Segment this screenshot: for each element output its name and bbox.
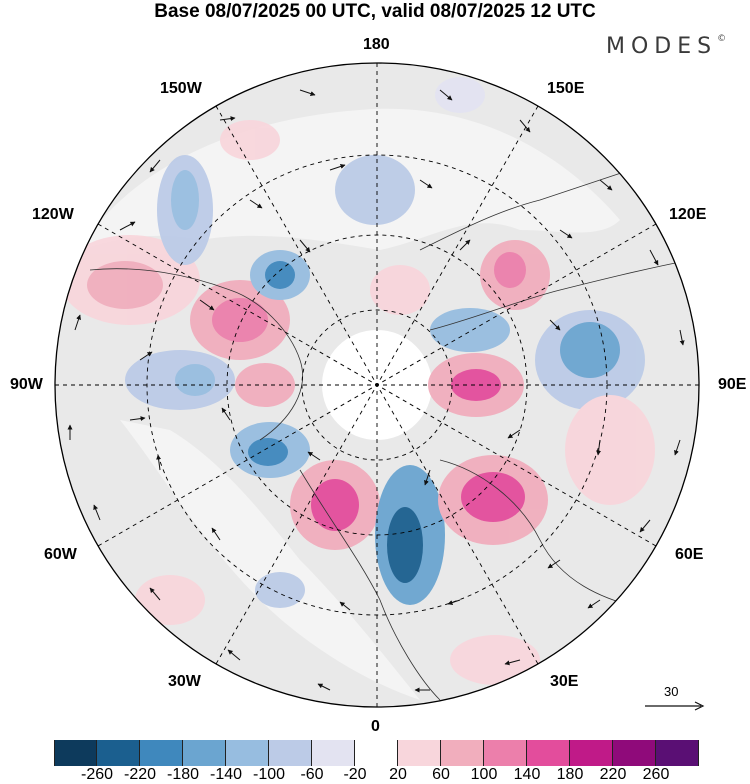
colorbar-swatch — [97, 740, 140, 766]
colorbar-swatch — [656, 740, 699, 766]
colorbar-tick-label: -220 — [123, 766, 157, 783]
lon-label-180: 180 — [363, 36, 390, 53]
vector-scale-label: 30 — [664, 684, 679, 699]
graticule — [55, 63, 699, 707]
map-border — [54, 62, 700, 708]
modes-logo: MODES© — [606, 34, 727, 59]
colorbar-swatch — [570, 740, 613, 766]
lon-label-120e: 120E — [669, 206, 707, 223]
wind-vectors — [67, 89, 685, 693]
colorbar-swatch — [226, 740, 269, 766]
lon-label-90e: 90E — [718, 376, 747, 393]
colorbar-tick-label: 180 — [556, 766, 584, 783]
lon-label-60e: 60E — [675, 546, 704, 563]
colorbar-tick-label: -260 — [80, 766, 114, 783]
map-title: Base 08/07/2025 00 UTC, valid 08/07/2025… — [154, 1, 596, 22]
colorbar-tick-label: -180 — [166, 766, 200, 783]
vector-scale-arrow — [645, 701, 705, 711]
map-fill — [55, 63, 699, 707]
colorbar-swatch — [269, 740, 312, 766]
anomaly-contours — [60, 77, 655, 685]
colorbar-swatch — [183, 740, 226, 766]
colorbar — [54, 740, 699, 766]
colorbar-tick-label: 140 — [513, 766, 541, 783]
colorbar-swatch — [355, 740, 398, 766]
colorbar-swatch — [398, 740, 441, 766]
colorbar-swatch — [613, 740, 656, 766]
lon-label-0: 0 — [371, 718, 380, 735]
lon-label-120w: 120W — [32, 206, 74, 223]
colorbar-tick-label: 60 — [432, 766, 450, 783]
lon-label-150e: 150E — [547, 80, 585, 97]
colorbar-tick-label: -60 — [300, 766, 324, 783]
colorbar-swatch — [312, 740, 355, 766]
lon-label-90w: 90W — [10, 376, 43, 393]
colorbar-tick-label: -20 — [343, 766, 367, 783]
colorbar-swatch — [527, 740, 570, 766]
lon-label-30e: 30E — [550, 673, 579, 690]
colorbar-swatch — [484, 740, 527, 766]
colorbar-tick-label: -140 — [209, 766, 243, 783]
colorbar-swatch — [441, 740, 484, 766]
colorbar-tick-label: 20 — [389, 766, 407, 783]
colorbar-tick-label: 260 — [642, 766, 670, 783]
polar-map — [54, 62, 700, 708]
colorbar-tick-label: -100 — [252, 766, 286, 783]
lon-label-150w: 150W — [160, 80, 202, 97]
lon-label-60w: 60W — [44, 546, 77, 563]
colorbar-swatch — [140, 740, 183, 766]
lon-label-30w: 30W — [168, 673, 201, 690]
colorbar-swatch — [54, 740, 97, 766]
colorbar-tick-label: 100 — [470, 766, 498, 783]
colorbar-tick-label: 220 — [599, 766, 627, 783]
